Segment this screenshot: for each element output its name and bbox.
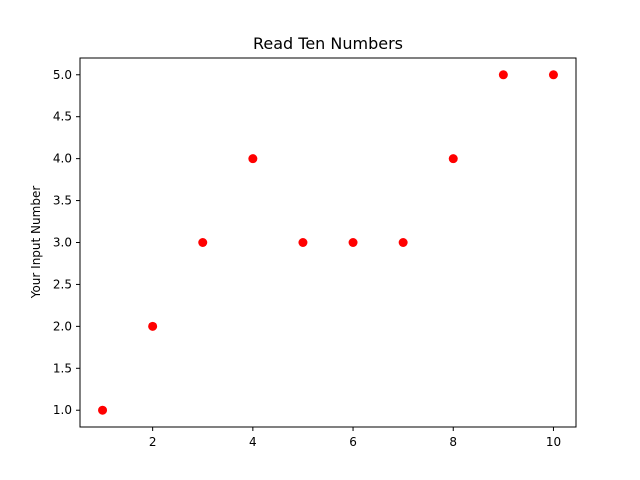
data-point [498, 70, 508, 80]
x-axis: 2 4 6 8 10 [149, 427, 561, 449]
y-tick-label: 2.5 [53, 277, 72, 291]
y-tick-label: 4.0 [53, 152, 72, 166]
x-tick-label: 6 [349, 435, 357, 449]
data-point [98, 405, 108, 415]
y-tick-label: 2.0 [53, 319, 72, 333]
data-points [98, 70, 558, 415]
data-point [298, 238, 308, 247]
data-point [348, 238, 358, 247]
y-tick-label: 1.0 [53, 403, 72, 417]
plot-frame [79, 57, 577, 428]
data-point [248, 154, 258, 164]
data-point [548, 70, 558, 80]
x-tick-label: 8 [449, 435, 457, 449]
x-tick-label: 2 [149, 435, 157, 449]
data-point [198, 238, 208, 247]
y-tick-label: 1.5 [53, 361, 72, 375]
y-tick-label: 3.5 [53, 194, 72, 208]
data-point [448, 154, 458, 164]
data-point [398, 238, 408, 247]
x-tick-label: 10 [546, 435, 561, 449]
y-tick-label: 5.0 [53, 68, 72, 82]
x-tick-label: 4 [249, 435, 257, 449]
y-axis: 1.0 1.5 2.0 2.5 3.0 3.5 4.0 4.5 5.0 [53, 68, 80, 417]
y-tick-label: 3.0 [53, 236, 72, 250]
y-tick-label: 4.5 [53, 110, 72, 124]
data-point [148, 321, 158, 331]
y-axis-label: Your Input Number [29, 186, 43, 300]
chart-title: Read Ten Numbers [253, 34, 403, 53]
